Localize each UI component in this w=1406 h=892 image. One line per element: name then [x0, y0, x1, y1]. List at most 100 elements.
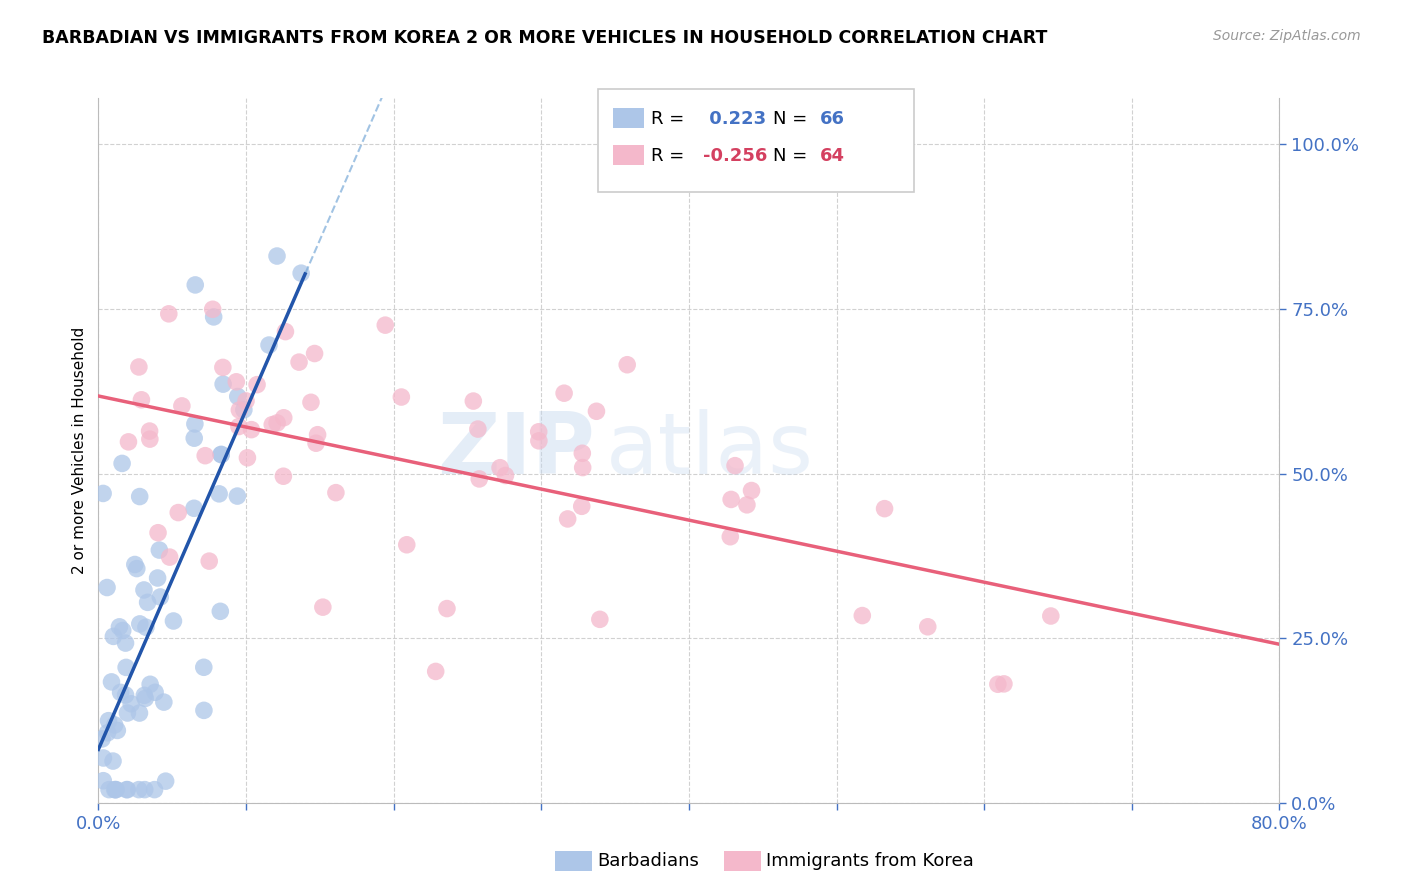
Point: [134, 782, 156, 797]
Point: [157, 307, 180, 321]
Point: [148, 543, 170, 558]
Point: [170, 399, 193, 413]
Point: [124, 558, 146, 572]
Point: [91, 486, 114, 500]
Point: [184, 417, 207, 431]
Text: Barbadians: Barbadians: [598, 852, 699, 870]
Point: [395, 538, 418, 552]
Point: [571, 500, 593, 514]
Text: ZIP: ZIP: [437, 409, 595, 492]
Point: [718, 530, 741, 544]
Point: [114, 636, 136, 650]
Point: [115, 782, 138, 797]
Point: [93, 751, 115, 765]
Point: [228, 419, 250, 434]
Point: [149, 590, 172, 604]
Point: [183, 501, 205, 516]
Text: 64: 64: [820, 147, 845, 165]
Point: [741, 483, 763, 498]
Point: [134, 689, 156, 703]
Point: [114, 688, 136, 702]
Text: R =: R =: [651, 147, 685, 165]
Point: [96, 726, 118, 740]
Point: [325, 485, 347, 500]
Point: [98, 782, 121, 797]
Point: [183, 431, 205, 445]
Point: [468, 472, 491, 486]
Point: [851, 608, 873, 623]
Point: [146, 571, 169, 585]
Point: [585, 404, 607, 418]
Point: [724, 458, 747, 473]
Point: [299, 395, 322, 409]
Point: [307, 427, 329, 442]
Point: [128, 616, 150, 631]
Point: [226, 390, 249, 404]
Text: 66: 66: [820, 110, 845, 128]
Point: [128, 490, 150, 504]
Point: [266, 249, 288, 263]
Point: [104, 782, 127, 797]
Point: [198, 554, 221, 568]
Point: [136, 595, 159, 609]
Point: [115, 660, 138, 674]
Point: [104, 782, 127, 797]
Point: [111, 624, 134, 638]
Point: [489, 460, 512, 475]
Point: [184, 277, 207, 292]
Point: [104, 782, 127, 797]
Point: [304, 346, 326, 360]
Point: [1039, 609, 1062, 624]
Point: [105, 723, 128, 738]
Point: [153, 695, 176, 709]
Point: [589, 612, 612, 626]
Point: [97, 714, 120, 728]
Point: [208, 487, 231, 501]
Text: Immigrants from Korea: Immigrants from Korea: [766, 852, 974, 870]
Point: [91, 731, 114, 746]
Point: [527, 425, 550, 439]
Point: [553, 386, 575, 401]
Point: [273, 410, 295, 425]
Y-axis label: 2 or more Vehicles in Household: 2 or more Vehicles in Household: [72, 326, 87, 574]
Point: [111, 457, 134, 471]
Point: [104, 718, 127, 732]
Point: [96, 581, 118, 595]
Point: [155, 774, 177, 789]
Point: [226, 489, 249, 503]
Point: [720, 492, 742, 507]
Point: [571, 446, 593, 460]
Point: [100, 674, 122, 689]
Point: [616, 358, 638, 372]
Point: [162, 614, 184, 628]
Point: [389, 390, 412, 404]
Point: [273, 469, 295, 483]
Point: [235, 393, 257, 408]
Point: [236, 450, 259, 465]
Point: [132, 582, 155, 597]
Text: N =: N =: [773, 147, 807, 165]
Point: [262, 417, 284, 432]
Point: [274, 325, 297, 339]
Point: [117, 782, 139, 797]
Point: [143, 782, 166, 797]
Point: [135, 620, 157, 634]
Point: [209, 447, 232, 461]
Point: [436, 601, 458, 615]
Point: [108, 620, 131, 634]
Point: [193, 703, 215, 717]
Point: [873, 501, 896, 516]
Point: [101, 754, 124, 768]
Point: [494, 468, 516, 483]
Point: [232, 402, 254, 417]
Point: [467, 422, 489, 436]
Point: [735, 498, 758, 512]
Text: Source: ZipAtlas.com: Source: ZipAtlas.com: [1213, 29, 1361, 44]
Point: [212, 377, 235, 392]
Point: [103, 629, 125, 643]
Point: [201, 302, 224, 317]
Text: atlas: atlas: [606, 409, 814, 492]
Point: [131, 392, 153, 407]
Point: [987, 677, 1010, 691]
Point: [125, 561, 148, 575]
